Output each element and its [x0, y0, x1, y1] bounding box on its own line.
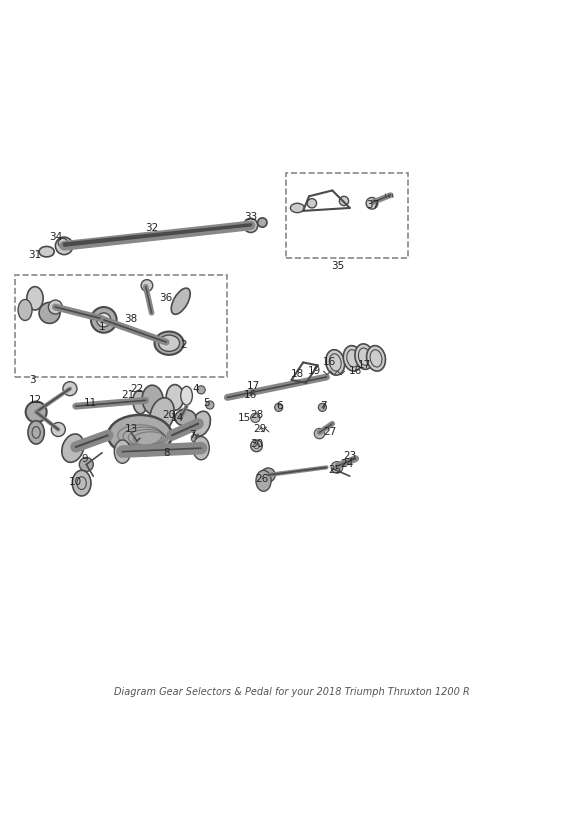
Text: 33: 33 — [244, 212, 257, 222]
Circle shape — [258, 218, 267, 227]
Text: 8: 8 — [163, 447, 170, 458]
Text: 7: 7 — [320, 401, 327, 411]
Circle shape — [97, 313, 111, 327]
Text: 16: 16 — [323, 358, 336, 368]
Text: 32: 32 — [145, 223, 158, 233]
Circle shape — [339, 196, 349, 206]
Text: 13: 13 — [125, 424, 138, 434]
Circle shape — [178, 409, 189, 421]
Text: 4: 4 — [192, 384, 199, 394]
Circle shape — [251, 413, 260, 423]
Bar — [286, 173, 408, 258]
Ellipse shape — [39, 246, 54, 257]
Ellipse shape — [150, 398, 174, 432]
Ellipse shape — [367, 345, 385, 371]
Text: 9: 9 — [81, 454, 88, 464]
Ellipse shape — [343, 345, 362, 371]
Text: 12: 12 — [29, 396, 41, 405]
Text: 36: 36 — [160, 293, 173, 303]
Circle shape — [58, 238, 68, 247]
Circle shape — [251, 440, 262, 452]
Text: 23: 23 — [343, 451, 356, 461]
Ellipse shape — [355, 344, 374, 369]
Text: 20: 20 — [163, 410, 175, 420]
Text: 16: 16 — [244, 390, 257, 400]
Ellipse shape — [171, 288, 190, 314]
Text: 14: 14 — [171, 413, 184, 423]
Ellipse shape — [290, 204, 304, 213]
Text: 10: 10 — [69, 477, 82, 487]
Ellipse shape — [114, 440, 131, 463]
Text: 34: 34 — [49, 232, 62, 242]
Circle shape — [55, 237, 73, 255]
Text: 24: 24 — [340, 460, 353, 470]
Text: 29: 29 — [253, 424, 266, 434]
Circle shape — [318, 403, 326, 411]
Text: 5: 5 — [203, 398, 210, 408]
Text: 18: 18 — [291, 369, 304, 379]
Circle shape — [197, 386, 205, 394]
Ellipse shape — [62, 434, 84, 462]
Circle shape — [48, 300, 62, 314]
Text: 1: 1 — [99, 322, 106, 332]
Ellipse shape — [28, 421, 44, 444]
Ellipse shape — [159, 335, 180, 351]
Circle shape — [275, 403, 283, 411]
Ellipse shape — [108, 415, 172, 456]
Text: 38: 38 — [125, 314, 138, 324]
Text: 21: 21 — [122, 390, 135, 400]
Circle shape — [307, 199, 317, 208]
Circle shape — [314, 428, 325, 439]
Ellipse shape — [326, 349, 345, 375]
Bar — [15, 275, 227, 377]
Text: 17: 17 — [247, 381, 260, 391]
Text: 22: 22 — [131, 384, 143, 394]
Circle shape — [141, 279, 153, 292]
Ellipse shape — [18, 299, 32, 321]
Circle shape — [366, 198, 378, 209]
Ellipse shape — [175, 410, 196, 426]
Circle shape — [206, 401, 214, 409]
Ellipse shape — [27, 287, 43, 310]
Circle shape — [261, 468, 275, 482]
Circle shape — [63, 382, 77, 396]
Text: 2: 2 — [180, 340, 187, 350]
Text: 26: 26 — [256, 474, 269, 484]
Circle shape — [26, 401, 47, 423]
Text: 17: 17 — [358, 360, 371, 370]
Text: 30: 30 — [250, 439, 263, 449]
Ellipse shape — [133, 391, 147, 414]
Circle shape — [129, 428, 136, 435]
Text: 25: 25 — [329, 466, 342, 475]
Text: 11: 11 — [84, 398, 97, 408]
Text: Diagram Gear Selectors & Pedal for your 2018 Triumph Thruxton 1200 R: Diagram Gear Selectors & Pedal for your … — [114, 686, 469, 696]
Text: 6: 6 — [276, 401, 283, 411]
Circle shape — [244, 218, 258, 232]
Circle shape — [39, 302, 60, 323]
Ellipse shape — [142, 385, 163, 414]
Text: 31: 31 — [29, 250, 41, 260]
Circle shape — [91, 307, 117, 333]
Circle shape — [79, 457, 93, 471]
Text: 7: 7 — [189, 430, 196, 440]
Text: 35: 35 — [332, 261, 345, 271]
Text: 19: 19 — [308, 366, 321, 377]
Text: 15: 15 — [238, 413, 251, 423]
Text: 3: 3 — [29, 375, 36, 385]
Ellipse shape — [72, 471, 91, 496]
Circle shape — [331, 461, 343, 473]
Circle shape — [51, 423, 65, 437]
Ellipse shape — [181, 386, 192, 405]
Ellipse shape — [166, 385, 184, 410]
Ellipse shape — [154, 331, 184, 355]
Ellipse shape — [256, 471, 271, 491]
Text: 16: 16 — [349, 366, 362, 377]
Text: 37: 37 — [367, 200, 380, 210]
Ellipse shape — [192, 411, 210, 436]
Circle shape — [191, 434, 199, 442]
Text: 27: 27 — [323, 428, 336, 438]
Ellipse shape — [193, 437, 209, 460]
Text: 28: 28 — [250, 410, 263, 420]
